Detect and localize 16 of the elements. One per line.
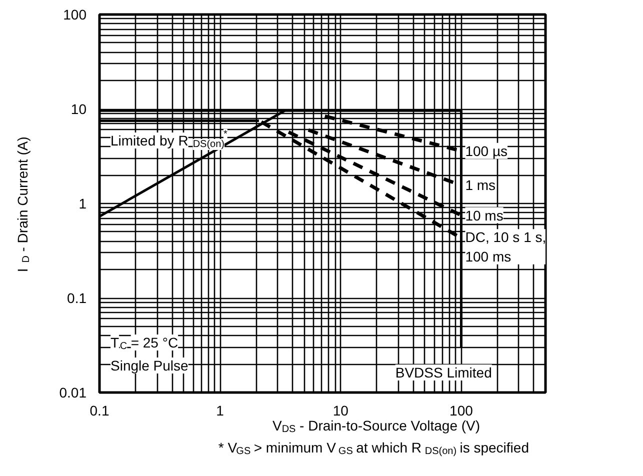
series-label: 100 µs (465, 142, 508, 159)
x-tick-label: 10 (332, 402, 349, 418)
x-tick-label: 0.1 (90, 402, 110, 418)
y-tick-label: 0.1 (67, 290, 87, 306)
y-tick-label: 100 (63, 6, 87, 22)
y-axis-title: ID - Drain Current (A) (14, 136, 32, 272)
series-label: 1 ms (465, 177, 496, 194)
series-label: 10 ms (465, 207, 504, 224)
series-label: DC, 10 s 1 s, 100 ms (465, 229, 546, 264)
y-tick-label: 10 (70, 101, 87, 117)
y-tick-label: 1 (78, 196, 87, 212)
x-tick-label: 1 (216, 402, 224, 418)
x-tick-label: 100 (450, 402, 474, 418)
annotation: Single Pulse (110, 358, 189, 374)
y-tick-label: 0.01 (59, 384, 87, 400)
annotation: BVDSS Limited (395, 364, 492, 380)
